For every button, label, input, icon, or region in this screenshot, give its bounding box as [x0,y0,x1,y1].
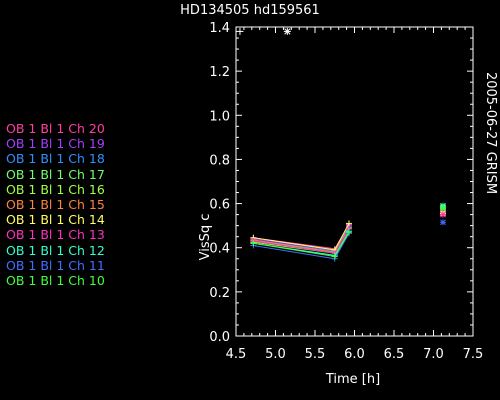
legend-item: OB 1 Bl 1 Ch 18 [6,151,105,167]
y-tick-label: 0.6 [209,198,230,213]
date-mode-label: 2005-06-27 GRISM [483,72,498,194]
legend-item: OB 1 Bl 1 Ch 16 [6,181,105,197]
legend-item: OB 1 Bl 1 Ch 20 [6,121,105,136]
x-tick-label: 6.0 [344,347,365,362]
x-tick-label: 7.0 [423,347,444,362]
data-point [250,240,257,247]
y-tick-label: 0.4 [209,242,230,257]
data-point [439,211,446,218]
data-point [345,220,352,227]
y-tick-label: 0.2 [209,286,230,301]
legend-item: OB 1 Bl 1 Ch 17 [6,166,105,182]
y-axis-label: VisSq c [198,214,213,261]
plus-marker [236,27,244,35]
y-tick-label: 0.0 [209,330,230,345]
x-tick-label: 4.5 [226,347,247,362]
y-tick-label: 1.4 [209,21,230,36]
y-tick-label: 1.0 [209,109,230,124]
legend-item: OB 1 Bl 1 Ch 19 [6,136,105,152]
asterisk-marker [283,27,291,35]
legend-item: OB 1 Bl 1 Ch 11 [6,257,105,273]
legend-item: OB 1 Bl 1 Ch 14 [6,212,105,228]
data-point [439,219,446,226]
x-axis-label: Time [h] [325,372,380,387]
legend-item: OB 1 Bl 1 Ch 13 [6,227,105,243]
data-point [439,204,446,211]
x-tick-label: 5.5 [305,347,326,362]
y-tick-label: 0.8 [209,153,230,168]
legend-item: OB 1 Bl 1 Ch 12 [6,242,105,258]
y-tick-label: 1.2 [209,65,230,80]
legend: OB 1 Bl 1 Ch 20 OB 1 Bl 1 Ch 19 OB 1 Bl 1 … [6,121,105,288]
x-tick-label: 6.5 [384,347,405,362]
plot-frame [235,26,474,337]
x-tick-label: 7.5 [463,347,484,362]
legend-item: OB 1 Bl 1 Ch 10 [6,272,105,288]
legend-item: OB 1 Bl 1 Ch 15 [6,196,105,212]
chart-title: HD134505 hd159561 [180,3,320,18]
data-point [331,253,338,260]
data-point [345,229,352,236]
x-tick-label: 5.0 [265,347,286,362]
